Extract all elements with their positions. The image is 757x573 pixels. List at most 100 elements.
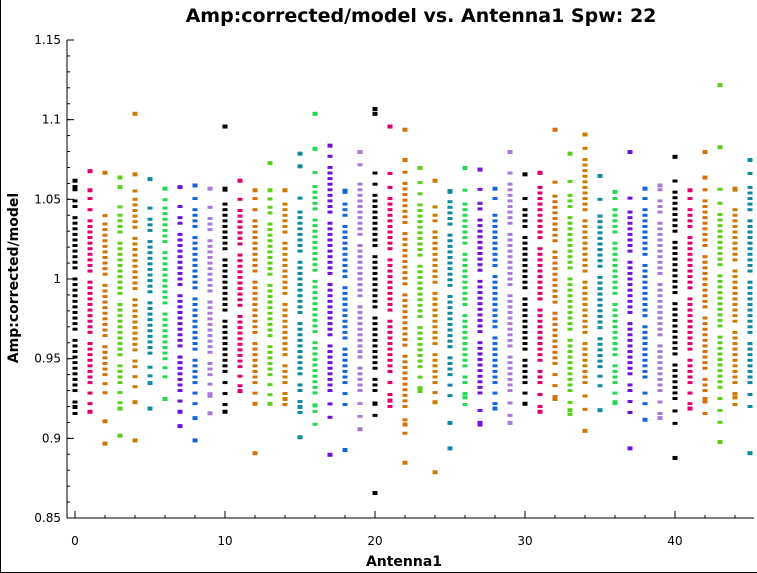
data-point: [732, 375, 738, 379]
data-point: [687, 297, 693, 301]
data-point: [657, 294, 663, 298]
data-point: [162, 312, 168, 316]
data-point: [447, 283, 453, 287]
data-point: [117, 353, 123, 357]
data-point: [642, 375, 648, 379]
data-point: [507, 338, 513, 342]
data-point: [477, 352, 483, 356]
data-point: [612, 263, 618, 267]
data-point: [522, 252, 528, 256]
data-point: [552, 345, 558, 349]
data-point: [267, 197, 273, 201]
data-point: [312, 291, 318, 295]
data-point: [417, 231, 423, 235]
data-point: [567, 377, 573, 381]
data-point: [597, 236, 603, 240]
data-point: [207, 306, 213, 310]
data-point: [657, 210, 663, 214]
data-point: [297, 271, 303, 275]
data-point: [432, 369, 438, 373]
data-point: [462, 286, 468, 290]
data-point: [252, 375, 258, 379]
antenna-series: [432, 178, 438, 475]
data-point: [402, 282, 408, 286]
data-point: [687, 336, 693, 340]
data-point: [282, 224, 288, 228]
data-point: [732, 302, 738, 306]
data-point: [297, 344, 303, 348]
data-point: [747, 291, 753, 295]
data-point: [267, 311, 273, 315]
data-point: [147, 206, 153, 210]
data-point: [432, 280, 438, 284]
data-point-outlier: [432, 470, 438, 475]
data-point: [672, 363, 678, 367]
data-point: [432, 269, 438, 273]
data-point: [597, 314, 603, 318]
data-point: [522, 247, 528, 251]
data-point: [687, 219, 693, 223]
data-point: [162, 234, 168, 238]
data-point: [612, 375, 618, 379]
data-point: [282, 381, 288, 385]
data-point: [342, 336, 348, 340]
data-point: [627, 244, 633, 248]
data-point: [282, 336, 288, 340]
data-point: [387, 236, 393, 240]
data-point: [747, 171, 753, 175]
data-point: [672, 330, 678, 334]
data-point: [522, 308, 528, 312]
data-point: [627, 310, 633, 314]
data-point: [87, 269, 93, 273]
data-point: [207, 255, 213, 259]
data-point: [687, 375, 693, 379]
data-point: [642, 391, 648, 395]
data-point: [747, 330, 753, 334]
data-point: [702, 389, 708, 393]
data-point: [222, 369, 228, 373]
data-point: [432, 308, 438, 312]
data-point: [567, 193, 573, 197]
data-point: [612, 275, 618, 279]
data-point: [507, 401, 513, 405]
data-point: [372, 238, 378, 242]
data-point: [537, 185, 543, 189]
data-point: [252, 369, 258, 373]
data-point: [312, 422, 318, 426]
data-point: [642, 252, 648, 256]
data-point: [462, 275, 468, 279]
data-point: [207, 283, 213, 287]
data-point: [417, 353, 423, 357]
data-point: [537, 393, 543, 397]
data-point: [717, 369, 723, 373]
data-point: [312, 357, 318, 361]
data-point: [672, 341, 678, 345]
data-point: [132, 203, 138, 207]
antenna-series: [117, 175, 123, 438]
antenna-series: [162, 186, 168, 401]
data-point: [732, 280, 738, 284]
data-point: [702, 188, 708, 192]
data-point: [687, 241, 693, 245]
data-point-outlier: [372, 111, 378, 116]
data-point: [567, 199, 573, 203]
data-point: [552, 239, 558, 243]
data-point-outlier: [687, 188, 693, 193]
data-point: [72, 372, 78, 376]
data-point: [312, 380, 318, 384]
data-point: [732, 269, 738, 273]
data-point: [627, 366, 633, 370]
data-point: [207, 317, 213, 321]
data-point-outlier: [207, 393, 213, 398]
data-point: [522, 213, 528, 217]
data-point: [627, 305, 633, 309]
data-point: [627, 344, 633, 348]
data-point: [597, 337, 603, 341]
data-point: [237, 231, 243, 235]
data-point: [72, 411, 78, 415]
data-point: [567, 227, 573, 231]
data-point-outlier: [147, 177, 153, 182]
data-point: [327, 415, 333, 419]
data-point: [612, 308, 618, 312]
data-point: [417, 242, 423, 246]
